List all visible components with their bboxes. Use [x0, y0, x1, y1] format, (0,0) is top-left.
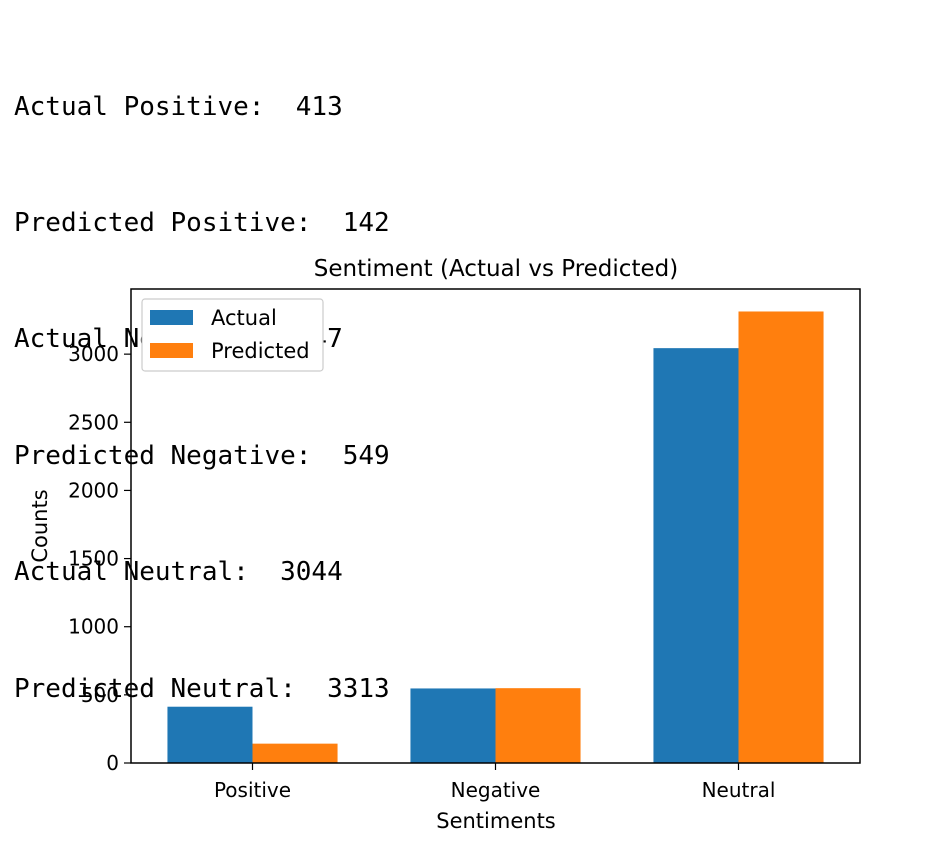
- y-tick-label: 500: [81, 683, 119, 707]
- console-line: Actual Neutral: 3044: [14, 557, 343, 588]
- console-line: Predicted Positive: 142: [14, 207, 390, 238]
- legend-label-actual: Actual: [211, 306, 277, 330]
- x-tick-label: Negative: [451, 778, 541, 802]
- chart-title: Sentiment (Actual vs Predicted): [314, 256, 678, 282]
- chart-container: Sentiment (Actual vs Predicted) 0 500 1000…: [0, 240, 945, 857]
- legend-swatch-predicted: [150, 343, 193, 358]
- y-tick-label: 1500: [68, 547, 119, 571]
- y-tick-label: 3000: [68, 342, 119, 366]
- bar-chart: Sentiment (Actual vs Predicted) 0 500 1000…: [28, 256, 861, 833]
- x-tick-label: Positive: [214, 778, 291, 802]
- bar-predicted-neutral: [738, 311, 824, 763]
- bar-actual-positive: [167, 706, 253, 763]
- y-tick-label: 0: [106, 751, 119, 775]
- console-line: Actual Positive: 413: [14, 91, 343, 122]
- bar-actual-negative: [410, 688, 496, 763]
- y-axis-label: Counts: [28, 489, 52, 562]
- legend-label-predicted: Predicted: [211, 339, 310, 363]
- bar-actual-neutral: [653, 348, 739, 763]
- x-axis: Positive Negative Neutral: [214, 763, 775, 802]
- bar-predicted-positive: [252, 743, 338, 763]
- bars-group: [167, 311, 824, 763]
- y-tick-label: 2000: [68, 478, 119, 502]
- bar-predicted-negative: [495, 688, 581, 763]
- x-tick-label: Neutral: [702, 778, 776, 802]
- legend: Actual Predicted: [141, 298, 324, 372]
- y-tick-label: 2500: [68, 410, 119, 434]
- y-axis: 0 500 1000 1500 2000 2500 3000: [68, 342, 131, 775]
- y-tick-label: 1000: [68, 615, 119, 639]
- legend-swatch-actual: [150, 310, 193, 325]
- x-axis-label: Sentiments: [436, 809, 556, 833]
